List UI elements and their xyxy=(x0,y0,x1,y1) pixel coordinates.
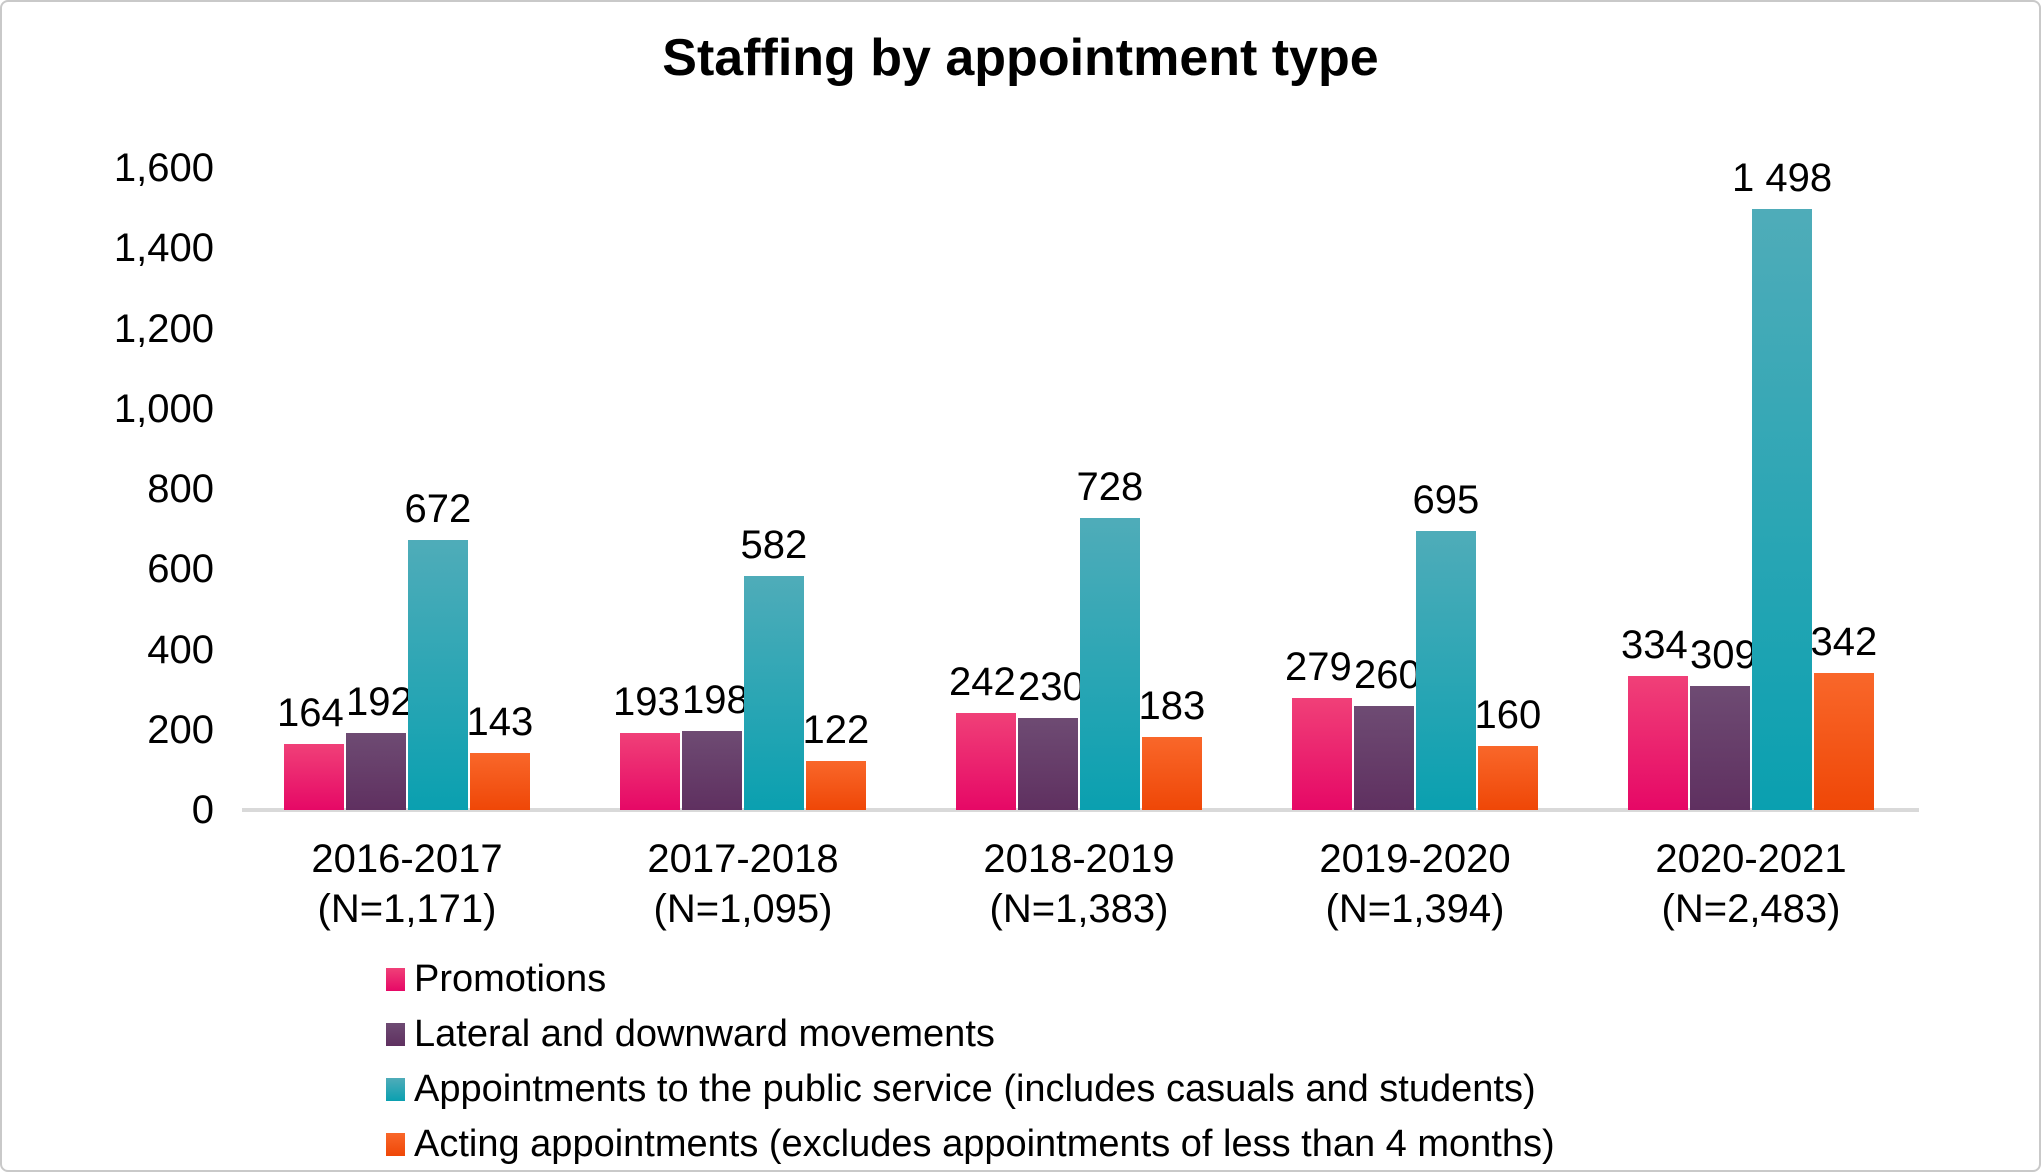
legend-item: Appointments to the public service (incl… xyxy=(386,1062,1555,1117)
bar-value-label: 192 xyxy=(346,680,413,724)
legend-item: Lateral and downward movements xyxy=(386,1007,1555,1062)
category-year: 2019-2020 xyxy=(1319,837,1511,881)
category-year: 2017-2018 xyxy=(647,837,839,881)
legend-item: Acting appointments (excludes appointmen… xyxy=(386,1117,1555,1170)
bar-acting xyxy=(1814,673,1874,810)
legend-label: Lateral and downward movements xyxy=(414,1013,995,1055)
y-axis-tick-label: 1,600 xyxy=(113,146,214,190)
legend-label: Appointments to the public service (incl… xyxy=(414,1068,1536,1110)
y-axis-tick-label: 400 xyxy=(147,627,214,672)
category-year: 2020-2021 xyxy=(1655,837,1847,881)
bar-lateral xyxy=(1690,686,1750,810)
y-axis-tick-label: 0 xyxy=(191,788,214,832)
bar-value-label: 242 xyxy=(949,660,1016,704)
legend: Promotions Lateral and downward movements… xyxy=(386,952,1555,1170)
legend-swatch-icon xyxy=(386,968,405,991)
x-axis-category-label: 2019-2020 (N=1,394) xyxy=(1247,834,1583,934)
bar-lateral xyxy=(1354,706,1414,810)
bar-value-label: 193 xyxy=(613,680,680,724)
bar-value-label: 164 xyxy=(277,691,344,735)
bar-promotions xyxy=(956,713,1016,810)
legend-swatch-icon xyxy=(386,1078,405,1101)
x-axis-line xyxy=(242,808,1919,812)
legend-swatch-icon xyxy=(386,1133,405,1156)
x-axis-category-label: 2020-2021 (N=2,483) xyxy=(1583,834,1919,934)
bar-lateral xyxy=(682,731,742,810)
bar-promotions xyxy=(284,744,344,810)
x-axis-category-label: 2018-2019 (N=1,383) xyxy=(911,834,1247,934)
bar-lateral xyxy=(1018,718,1078,810)
bar-value-label: 279 xyxy=(1285,645,1352,689)
bar-value-label: 695 xyxy=(1412,478,1480,522)
bar-appointments xyxy=(744,576,804,810)
bar-value-label: 1 498 xyxy=(1732,156,1833,200)
chart-title: Staffing by appointment type xyxy=(662,29,1379,87)
bar-promotions xyxy=(1292,698,1352,810)
bar-acting xyxy=(1478,746,1538,810)
category-n: (N=2,483) xyxy=(1661,887,1841,931)
category-n: (N=1,095) xyxy=(653,887,833,931)
bar-appointments xyxy=(1416,531,1476,810)
category-year: 2016-2017 xyxy=(311,837,503,881)
y-axis-tick-label: 1,000 xyxy=(113,386,214,431)
bar-value-label: 260 xyxy=(1354,653,1421,697)
legend-label: Acting appointments (excludes appointmen… xyxy=(414,1123,1555,1165)
bar-appointments xyxy=(1752,209,1812,810)
bar-acting xyxy=(806,761,866,810)
bar-lateral xyxy=(346,733,406,810)
bar-value-label: 198 xyxy=(682,678,749,722)
legend-swatch-icon xyxy=(386,1023,405,1046)
bar-value-label: 122 xyxy=(802,708,870,752)
bar-value-label: 183 xyxy=(1138,684,1206,728)
bar-acting xyxy=(1142,737,1202,810)
category-n: (N=1,383) xyxy=(989,887,1169,931)
bar-value-label: 728 xyxy=(1076,465,1144,509)
y-axis-tick-label: 800 xyxy=(147,467,214,511)
category-n: (N=1,171) xyxy=(317,887,497,931)
y-axis-tick-label: 1,200 xyxy=(113,306,214,351)
category-n: (N=1,394) xyxy=(1325,887,1505,931)
bar-acting xyxy=(470,753,530,810)
bar-promotions xyxy=(1628,676,1688,810)
y-axis-tick-label: 1,400 xyxy=(113,226,214,271)
category-year: 2018-2019 xyxy=(983,837,1175,881)
bar-value-label: 582 xyxy=(740,523,808,567)
y-axis-tick-label: 600 xyxy=(147,547,214,592)
bar-value-label: 342 xyxy=(1810,620,1878,664)
bar-appointments xyxy=(1080,518,1140,810)
bar-value-label: 230 xyxy=(1018,665,1085,709)
legend-item: Promotions xyxy=(386,952,1555,1007)
bar-promotions xyxy=(620,733,680,810)
bar-appointments xyxy=(408,540,468,810)
bar-value-label: 334 xyxy=(1621,623,1688,667)
bar-value-label: 309 xyxy=(1690,633,1757,677)
y-axis-tick-label: 200 xyxy=(147,707,214,752)
x-axis-category-label: 2016-2017 (N=1,171) xyxy=(239,834,575,934)
x-axis-category-label: 2017-2018 (N=1,095) xyxy=(575,834,911,934)
bar-value-label: 672 xyxy=(404,487,472,531)
bar-value-label: 160 xyxy=(1474,693,1542,737)
bar-value-label: 143 xyxy=(466,700,534,744)
legend-label: Promotions xyxy=(414,958,607,1000)
